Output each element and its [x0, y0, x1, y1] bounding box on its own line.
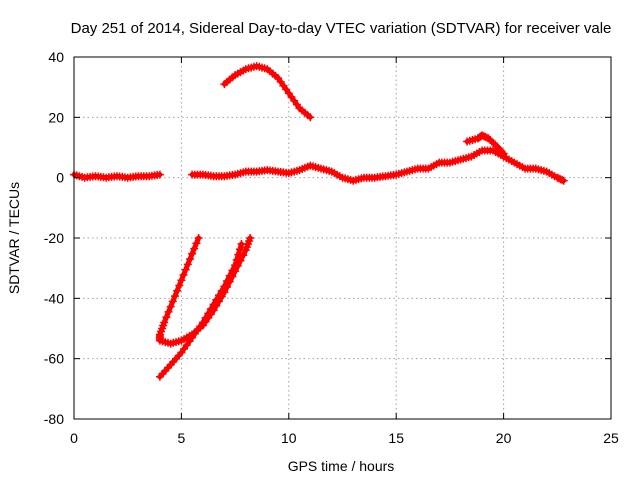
series-group: [220, 62, 315, 122]
y-tick-label: 40: [48, 49, 64, 65]
data-point-marker: [188, 249, 197, 258]
data-point-marker: [198, 318, 207, 327]
data-point-marker: [306, 113, 315, 122]
series-group: [155, 240, 246, 381]
grid-lines: [74, 57, 611, 419]
y-tick-label: -80: [44, 411, 64, 427]
chart-title: Day 251 of 2014, Sidereal Day-to-day VTE…: [71, 20, 612, 37]
data-point-marker: [166, 302, 175, 311]
series-group: [188, 146, 568, 185]
data-point-marker: [175, 281, 184, 290]
data-point-marker: [181, 265, 190, 274]
data-point-marker: [237, 240, 246, 248]
data-point-marker: [499, 149, 508, 158]
data-point-marker: [168, 297, 177, 306]
data-point-marker: [489, 139, 498, 147]
y-axis-label: SDTVAR / TECUs: [6, 182, 22, 294]
data-point-marker: [201, 313, 210, 322]
data-point-marker: [231, 261, 240, 270]
data-point-marker: [164, 307, 173, 316]
data-point-marker: [155, 170, 164, 179]
y-tick-label: 20: [48, 109, 64, 125]
data-point-marker: [234, 250, 243, 259]
x-tick-label: 10: [281, 430, 297, 446]
data-series: [70, 62, 568, 381]
data-point-marker: [171, 292, 179, 301]
data-point-marker: [209, 300, 218, 309]
data-point-marker: [559, 176, 568, 185]
data-point-marker: [228, 266, 237, 275]
x-tick-label: 5: [178, 430, 186, 446]
data-point-marker: [232, 255, 241, 264]
x-tick-label: 0: [70, 430, 78, 446]
y-tick-label: -40: [44, 290, 64, 306]
data-point-marker: [186, 255, 194, 264]
data-point-marker: [162, 313, 171, 322]
data-point-marker: [235, 245, 244, 254]
data-point-marker: [212, 295, 221, 304]
data-point-marker: [173, 286, 182, 295]
y-tick-label: 0: [56, 170, 64, 186]
data-point-marker: [183, 260, 192, 269]
data-point-marker: [206, 304, 215, 313]
data-point-marker: [223, 277, 231, 285]
data-point-marker: [246, 234, 255, 242]
data-point-marker: [558, 175, 567, 184]
series-group: [463, 131, 508, 158]
data-point-marker: [215, 291, 223, 300]
data-point-marker: [177, 276, 186, 285]
x-axis-label: GPS time / hours: [288, 458, 395, 474]
axis-ticks: 0 5 10 15 20 25 -80 -60 -40 -20 0 20 40: [44, 49, 619, 446]
y-tick-label: -60: [44, 351, 64, 367]
x-tick-label: 25: [603, 430, 619, 446]
x-tick-label: 15: [388, 430, 404, 446]
y-tick-label: -20: [44, 230, 64, 246]
data-point-marker: [204, 309, 213, 318]
data-point-marker: [225, 271, 234, 280]
data-point-marker: [179, 271, 188, 279]
data-point-marker: [194, 234, 203, 242]
data-point-marker: [190, 244, 199, 253]
data-point-marker: [217, 286, 226, 295]
x-tick-label: 20: [496, 430, 512, 446]
data-point-marker: [192, 239, 201, 248]
data-point-marker: [220, 282, 229, 291]
